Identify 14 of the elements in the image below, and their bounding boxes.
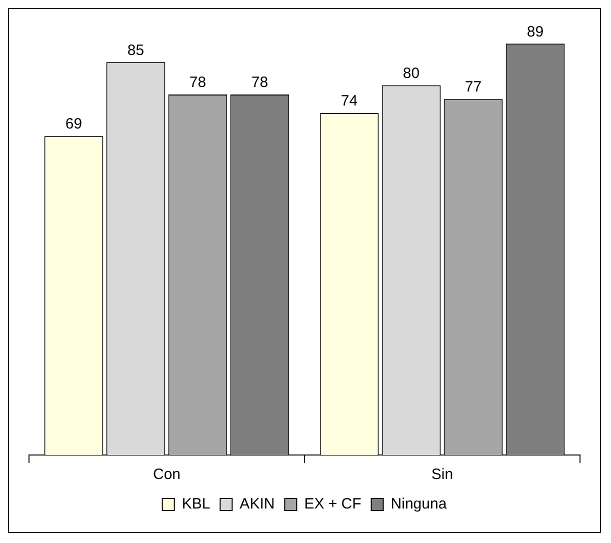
- data-label: 69: [65, 116, 82, 133]
- data-label: 74: [340, 92, 358, 110]
- data-label: 78: [189, 74, 206, 92]
- legend-label: AKIN: [240, 496, 275, 513]
- data-label: 80: [402, 64, 420, 82]
- x-tick-label: Con: [152, 466, 181, 484]
- data-label: 77: [464, 78, 482, 96]
- legend-label: KBL: [182, 496, 210, 513]
- legend-label: EX + CF: [304, 496, 362, 513]
- data-label: 85: [127, 42, 144, 59]
- x-tick-label: Sin: [431, 466, 454, 484]
- legend-label: Ninguna: [390, 496, 448, 513]
- data-label: 78: [251, 74, 268, 92]
- data-label: 89: [526, 23, 544, 40]
